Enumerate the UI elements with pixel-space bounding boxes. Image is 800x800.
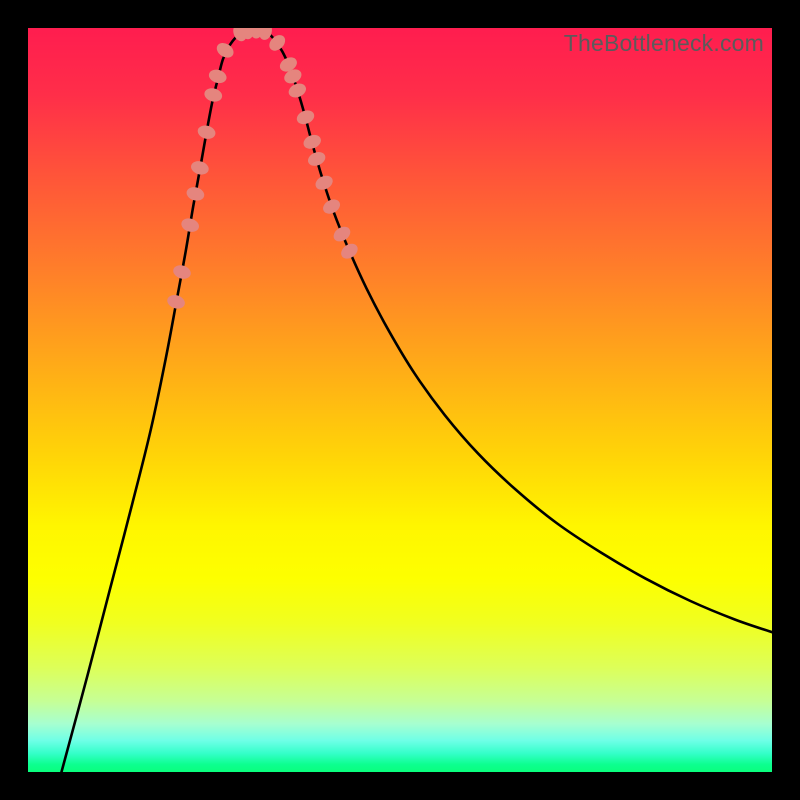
data-markers [165, 28, 360, 311]
curve-marker [180, 216, 201, 234]
curve-marker [185, 185, 206, 202]
curve-marker [171, 263, 192, 281]
curve-marker [313, 173, 335, 193]
bottleneck-curve [61, 29, 772, 772]
curve-marker [196, 124, 217, 141]
chart-frame: TheBottleneck.com [0, 0, 800, 800]
curve-marker [207, 68, 228, 86]
curve-marker [203, 86, 224, 103]
curve-marker [165, 293, 186, 311]
curve-marker [257, 28, 273, 41]
curve-marker [331, 224, 353, 245]
curve-marker [338, 241, 360, 262]
curve-marker [321, 197, 343, 217]
curve-marker [306, 149, 328, 168]
curve-marker [214, 40, 236, 61]
curve-marker [295, 108, 317, 127]
curve-marker [189, 159, 210, 176]
watermark-text: TheBottleneck.com [564, 30, 764, 57]
curve-layer [28, 28, 772, 772]
curve-marker [301, 132, 323, 151]
curve-marker [287, 81, 309, 100]
plot-area [28, 28, 772, 772]
